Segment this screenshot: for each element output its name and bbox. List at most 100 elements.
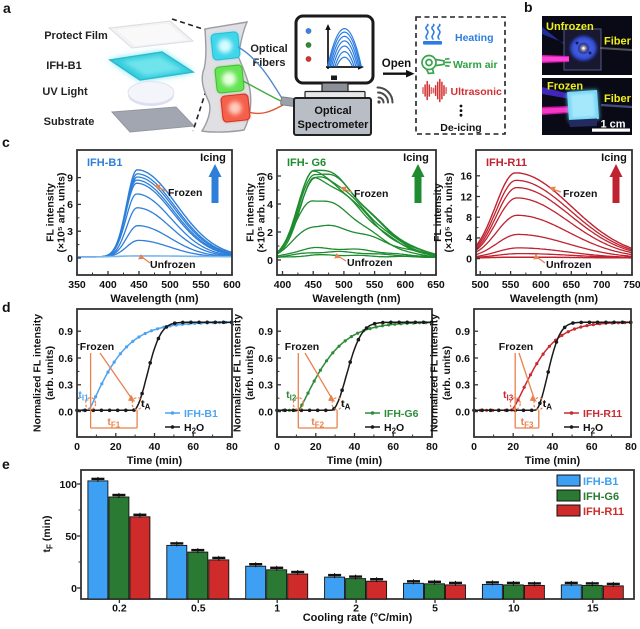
svg-text:UV Light: UV Light xyxy=(42,86,88,98)
svg-text:Wavelength (nm): Wavelength (nm) xyxy=(312,293,401,305)
svg-text:16: 16 xyxy=(460,171,472,183)
svg-text:600: 600 xyxy=(397,279,415,291)
svg-text:tA: tA xyxy=(141,398,151,412)
svg-text:IFH-B1: IFH-B1 xyxy=(184,408,218,420)
svg-text:80: 80 xyxy=(226,441,238,453)
svg-text:750: 750 xyxy=(623,279,640,291)
svg-text:IFH- G6: IFH- G6 xyxy=(287,157,326,169)
svg-text:Icing: Icing xyxy=(601,152,627,164)
svg-text:Time (min): Time (min) xyxy=(525,455,581,467)
svg-text:0.3: 0.3 xyxy=(455,380,470,392)
svg-text:6: 6 xyxy=(267,171,273,183)
svg-text:IFH-B1: IFH-B1 xyxy=(87,157,122,169)
svg-text:FL intensity: FL intensity xyxy=(432,183,444,242)
svg-text:tI2: tI2 xyxy=(286,389,297,403)
svg-text:Spectrometer: Spectrometer xyxy=(298,119,370,131)
svg-text:Unfrozen: Unfrozen xyxy=(347,257,393,269)
svg-text:IFH-G6: IFH-G6 xyxy=(583,491,619,503)
svg-text:60: 60 xyxy=(586,441,598,453)
svg-text:15: 15 xyxy=(587,603,599,615)
svg-text:0.3: 0.3 xyxy=(58,380,73,392)
svg-text:tF (min): tF (min) xyxy=(41,516,55,553)
svg-text:0: 0 xyxy=(74,441,80,453)
svg-text:Fiber: Fiber xyxy=(604,36,632,48)
svg-text:FL intensity: FL intensity xyxy=(45,183,57,242)
svg-text:0.9: 0.9 xyxy=(258,326,273,338)
svg-text:8: 8 xyxy=(466,212,472,224)
svg-text:500: 500 xyxy=(335,279,353,291)
svg-text:20: 20 xyxy=(110,441,122,453)
svg-text:(×10⁵ arb. units): (×10⁵ arb. units) xyxy=(256,173,268,253)
svg-text:0.6: 0.6 xyxy=(58,353,73,365)
svg-text:20: 20 xyxy=(310,441,322,453)
svg-text:600: 600 xyxy=(223,279,241,291)
svg-text:500: 500 xyxy=(161,279,179,291)
svg-text:80: 80 xyxy=(625,441,637,453)
svg-text:0: 0 xyxy=(274,441,280,453)
svg-text:0.2: 0.2 xyxy=(112,603,127,615)
svg-text:0: 0 xyxy=(466,253,472,265)
svg-text:2: 2 xyxy=(353,603,359,615)
svg-text:Frozen: Frozen xyxy=(547,81,583,93)
svg-text:100: 100 xyxy=(59,479,77,491)
svg-text:IFH-R11: IFH-R11 xyxy=(583,408,622,420)
svg-text:Unfrozen: Unfrozen xyxy=(546,21,594,33)
svg-text:Fiber: Fiber xyxy=(604,93,632,105)
svg-text:a: a xyxy=(3,0,11,16)
svg-text:Time (min): Time (min) xyxy=(327,455,383,467)
svg-text:650: 650 xyxy=(563,279,581,291)
svg-text:(×10⁵ arb. units): (×10⁵ arb. units) xyxy=(443,173,455,253)
svg-text:tA: tA xyxy=(543,398,553,412)
svg-text:Frozen: Frozen xyxy=(354,188,388,200)
svg-text:Normalized FL intensity: Normalized FL intensity xyxy=(232,314,244,432)
svg-text:Frozen: Frozen xyxy=(80,341,114,353)
svg-text:0: 0 xyxy=(71,583,77,595)
svg-text:9: 9 xyxy=(67,172,73,184)
svg-text:10: 10 xyxy=(508,603,520,615)
svg-text:12: 12 xyxy=(460,191,472,203)
svg-text:IFH-B1: IFH-B1 xyxy=(583,476,618,488)
svg-text:Wavelength (nm): Wavelength (nm) xyxy=(110,293,199,305)
svg-text:2: 2 xyxy=(267,227,273,239)
svg-text:Open: Open xyxy=(382,58,411,70)
svg-text:IFH-R11: IFH-R11 xyxy=(486,157,527,169)
svg-text:H2O: H2O xyxy=(184,422,204,436)
svg-text:0.9: 0.9 xyxy=(455,326,470,338)
svg-text:H2O: H2O xyxy=(583,422,603,436)
svg-text:1 cm: 1 cm xyxy=(600,119,625,131)
svg-text:0: 0 xyxy=(67,253,73,265)
svg-text:Ultrasonic: Ultrasonic xyxy=(451,86,503,98)
svg-text:(arb. units): (arb. units) xyxy=(441,346,453,400)
svg-text:500: 500 xyxy=(471,279,489,291)
svg-text:Normalized FL intensity: Normalized FL intensity xyxy=(429,314,441,432)
svg-text:IFH-G6: IFH-G6 xyxy=(384,408,419,420)
svg-text:20: 20 xyxy=(507,441,519,453)
svg-text:550: 550 xyxy=(192,279,210,291)
svg-text:450: 450 xyxy=(304,279,322,291)
svg-text:6: 6 xyxy=(67,199,73,211)
svg-text:450: 450 xyxy=(130,279,148,291)
svg-text:700: 700 xyxy=(593,279,611,291)
svg-text:tI1: tI1 xyxy=(78,389,89,403)
svg-text:600: 600 xyxy=(532,279,550,291)
svg-text:0.3: 0.3 xyxy=(258,380,273,392)
svg-text:De-icing: De-icing xyxy=(440,122,481,134)
svg-text:0.0: 0.0 xyxy=(58,406,73,418)
svg-text:Substrate: Substrate xyxy=(44,116,95,128)
svg-text:IFH-B1: IFH-B1 xyxy=(46,60,81,72)
svg-text:Optical: Optical xyxy=(250,43,287,55)
svg-text:60: 60 xyxy=(387,441,399,453)
svg-text:Warm air: Warm air xyxy=(453,59,498,71)
svg-text:40: 40 xyxy=(547,441,559,453)
svg-text:400: 400 xyxy=(99,279,117,291)
svg-text:3: 3 xyxy=(67,226,73,238)
svg-text:650: 650 xyxy=(427,279,445,291)
svg-text:FL intensity: FL intensity xyxy=(245,183,257,242)
svg-text:0: 0 xyxy=(267,255,273,267)
svg-text:0.6: 0.6 xyxy=(258,353,273,365)
svg-text:Normalized FL intensity: Normalized FL intensity xyxy=(32,314,44,432)
svg-text:tA: tA xyxy=(341,398,351,412)
svg-text:550: 550 xyxy=(366,279,384,291)
svg-text:(×10⁵ arb. units): (×10⁵ arb. units) xyxy=(56,173,68,253)
svg-text:40: 40 xyxy=(149,441,161,453)
